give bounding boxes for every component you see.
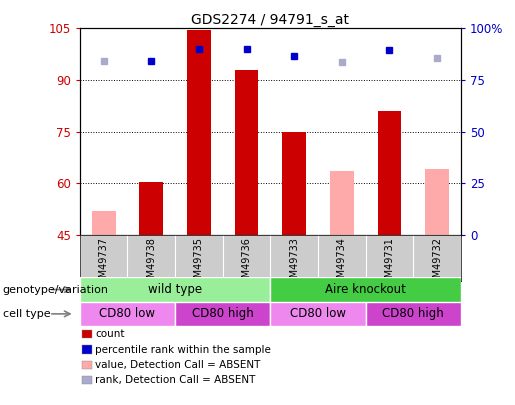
Bar bbox=[425, 170, 449, 235]
Text: cell type: cell type bbox=[3, 309, 50, 319]
Bar bbox=[330, 171, 354, 235]
Text: CD80 high: CD80 high bbox=[383, 307, 444, 320]
Text: CD80 low: CD80 low bbox=[99, 307, 156, 320]
Bar bbox=[175, 302, 270, 326]
Bar bbox=[235, 70, 259, 235]
Bar bbox=[377, 111, 401, 235]
Text: percentile rank within the sample: percentile rank within the sample bbox=[95, 345, 271, 354]
Text: GSM49735: GSM49735 bbox=[194, 237, 204, 290]
Text: GSM49731: GSM49731 bbox=[385, 237, 394, 290]
Text: count: count bbox=[95, 329, 125, 339]
Text: CD80 high: CD80 high bbox=[192, 307, 253, 320]
Bar bbox=[270, 277, 461, 302]
Text: GSM49733: GSM49733 bbox=[289, 237, 299, 290]
Bar bbox=[92, 211, 115, 235]
Text: value, Detection Call = ABSENT: value, Detection Call = ABSENT bbox=[95, 360, 261, 370]
Text: GSM49736: GSM49736 bbox=[242, 237, 251, 290]
Bar bbox=[366, 302, 461, 326]
Text: genotype/variation: genotype/variation bbox=[3, 285, 109, 294]
Text: CD80 low: CD80 low bbox=[290, 307, 346, 320]
Bar bbox=[80, 302, 175, 326]
Title: GDS2274 / 94791_s_at: GDS2274 / 94791_s_at bbox=[192, 13, 349, 27]
Bar bbox=[187, 30, 211, 235]
Bar bbox=[270, 302, 366, 326]
Text: Aire knockout: Aire knockout bbox=[325, 283, 406, 296]
Text: GSM49732: GSM49732 bbox=[432, 237, 442, 290]
Text: rank, Detection Call = ABSENT: rank, Detection Call = ABSENT bbox=[95, 375, 255, 385]
Text: GSM49737: GSM49737 bbox=[99, 237, 109, 290]
Text: wild type: wild type bbox=[148, 283, 202, 296]
Bar bbox=[140, 181, 163, 235]
Bar bbox=[282, 132, 306, 235]
Text: GSM49738: GSM49738 bbox=[146, 237, 156, 290]
Text: GSM49734: GSM49734 bbox=[337, 237, 347, 290]
Bar bbox=[80, 277, 270, 302]
